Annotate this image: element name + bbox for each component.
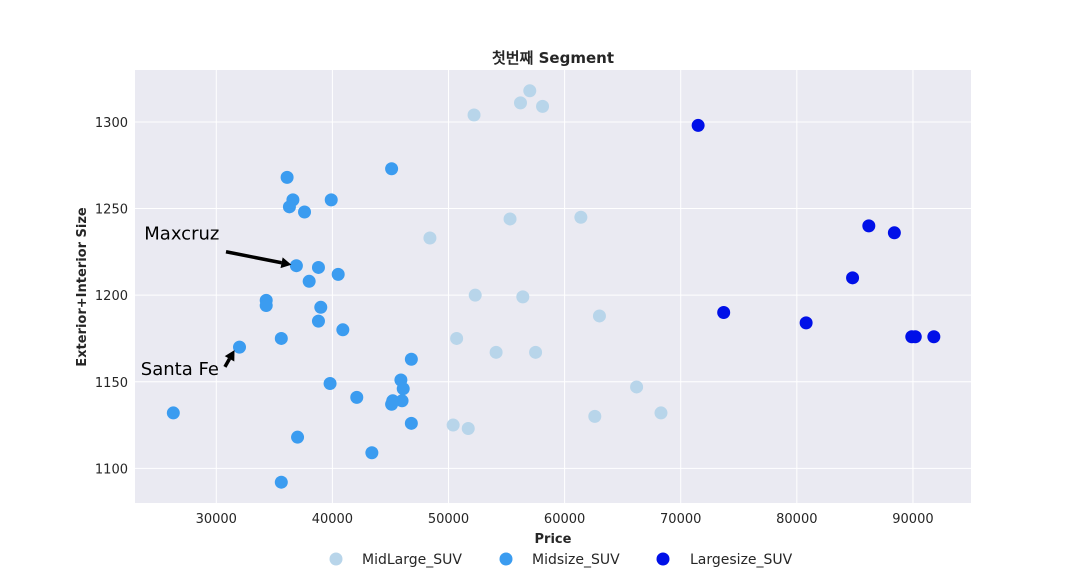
point-midsize-suv <box>395 394 409 408</box>
grid-lines <box>135 70 971 503</box>
point-midlarge-suv <box>450 331 464 345</box>
data-points <box>166 84 941 489</box>
x-tick-label: 90000 <box>892 512 933 527</box>
annotation-santa-fe-label: Santa Fe <box>141 359 219 380</box>
point-midsize-suv <box>311 260 325 274</box>
point-midsize-suv <box>289 259 303 273</box>
point-midsize-suv <box>396 382 410 396</box>
legend: MidLarge_SUV Midsize_SUV Largesize_SUV <box>329 552 793 568</box>
annotation-maxcruz-arrowhead <box>280 257 292 269</box>
point-midsize-suv <box>259 299 273 313</box>
x-tick-label: 30000 <box>196 512 237 527</box>
x-tick-label: 40000 <box>312 512 353 527</box>
x-tick-label: 80000 <box>776 512 817 527</box>
point-midsize-suv <box>350 390 364 404</box>
annotation-santa-fe-arrowhead <box>224 350 235 362</box>
y-tick-labels: 1100 1150 1200 1250 1300 <box>95 116 128 477</box>
point-largesize-suv <box>691 118 705 132</box>
legend-marker-largesize <box>656 552 670 566</box>
point-midsize-suv <box>324 193 338 207</box>
y-tick-label: 1100 <box>95 462 128 477</box>
point-midsize-suv <box>385 162 399 176</box>
point-midlarge-suv <box>423 231 437 245</box>
point-midlarge-suv <box>529 345 543 359</box>
point-midsize-suv <box>385 397 399 411</box>
point-midlarge-suv <box>446 418 460 432</box>
y-tick-label: 1250 <box>95 203 128 218</box>
point-largesize-suv <box>927 330 941 344</box>
point-midlarge-suv <box>523 84 537 98</box>
annotations: Maxcruz Santa Fe <box>141 224 292 380</box>
point-midlarge-suv <box>654 406 668 420</box>
point-midsize-suv <box>166 406 180 420</box>
y-tick-label: 1200 <box>95 289 128 304</box>
x-tick-labels: 30000 40000 50000 60000 70000 80000 90000 <box>196 512 934 527</box>
point-midsize-suv <box>302 274 316 288</box>
x-tick-label: 60000 <box>544 512 585 527</box>
point-largesize-suv <box>887 226 901 240</box>
point-midlarge-suv <box>574 210 588 224</box>
point-midlarge-suv <box>588 409 602 423</box>
legend-label-midlarge: MidLarge_SUV <box>362 552 462 568</box>
point-midsize-suv <box>314 300 328 314</box>
legend-marker-midlarge <box>329 552 343 566</box>
annotation-maxcruz-arrow <box>225 250 282 265</box>
point-midlarge-suv <box>489 345 503 359</box>
chart-title: 첫번째 Segment <box>492 49 614 67</box>
point-midsize-suv <box>331 267 345 281</box>
y-axis-label: Exterior+Interior Size <box>75 207 90 367</box>
point-midsize-suv <box>311 314 325 328</box>
x-tick-label: 70000 <box>660 512 701 527</box>
annotation-maxcruz-label: Maxcruz <box>144 224 219 245</box>
point-midsize-suv <box>404 352 418 366</box>
point-largesize-suv <box>862 219 876 233</box>
x-axis-label: Price <box>535 532 572 547</box>
point-midlarge-suv <box>468 288 482 302</box>
point-midlarge-suv <box>516 290 530 304</box>
point-midlarge-suv <box>592 309 606 323</box>
point-largesize-suv <box>908 330 922 344</box>
point-largesize-suv <box>717 305 731 319</box>
point-midsize-suv <box>280 170 294 184</box>
plot-background <box>135 70 971 503</box>
y-tick-label: 1150 <box>95 376 128 391</box>
point-midlarge-suv <box>630 380 644 394</box>
y-tick-label: 1300 <box>95 116 128 131</box>
point-midsize-suv <box>336 323 350 337</box>
legend-label-largesize: Largesize_SUV <box>690 552 793 568</box>
point-midsize-suv <box>404 416 418 430</box>
point-midsize-suv <box>233 340 246 354</box>
point-midlarge-suv <box>503 212 517 226</box>
legend-marker-midsize <box>499 552 513 566</box>
point-midsize-suv <box>323 376 337 390</box>
point-largesize-suv <box>846 271 860 285</box>
point-midsize-suv <box>298 205 312 219</box>
legend-label-midsize: Midsize_SUV <box>532 552 620 568</box>
x-tick-label: 50000 <box>428 512 469 527</box>
point-midsize-suv <box>365 446 379 460</box>
point-midsize-suv <box>282 200 296 214</box>
annotation-santa-fe-arrow <box>223 357 232 368</box>
point-largesize-suv <box>799 316 813 330</box>
point-midlarge-suv <box>536 99 550 113</box>
point-midsize-suv <box>274 475 288 489</box>
point-midlarge-suv <box>461 422 475 436</box>
point-midlarge-suv <box>513 96 527 110</box>
point-midsize-suv <box>291 430 305 444</box>
point-midsize-suv <box>274 331 288 345</box>
point-midlarge-suv <box>467 108 481 122</box>
